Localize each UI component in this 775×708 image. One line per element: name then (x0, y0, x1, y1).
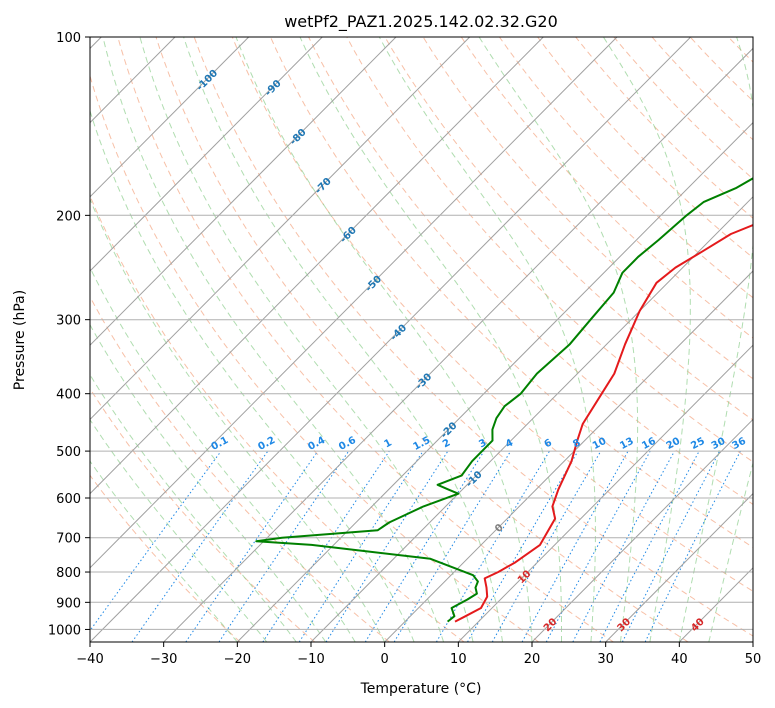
isotherm-line (90, 37, 544, 495)
dry-adiabat (90, 387, 316, 642)
mixing-ratio-line (393, 450, 512, 642)
y-tick-label: 300 (56, 314, 81, 329)
x-tick-label: −40 (76, 652, 103, 667)
mixing-ratio-label: 4 (504, 437, 515, 450)
isotherm-line (90, 37, 397, 346)
isotherm-line (236, 121, 753, 642)
dry-adiabat (767, 37, 775, 642)
isotherm-line (90, 37, 250, 198)
x-axis-title: Temperature (°C) (360, 681, 482, 697)
dry-adiabat (346, 37, 753, 463)
mixing-ratio-line (185, 450, 319, 642)
x-tick-label: 30 (597, 652, 614, 667)
axis-layer: −40 −30 −20 −10 0 10 20 30 40 50 100 200 300 400 500 60… (48, 31, 761, 667)
dry-adiabat (155, 37, 689, 642)
dry-adiabat (90, 295, 390, 642)
x-tick-label: 20 (524, 652, 541, 667)
mixing-ratio-line (90, 450, 222, 632)
mixing-ratio-line (325, 450, 449, 642)
x-tick-label: 0 (381, 652, 389, 667)
y-tick-label: 900 (56, 596, 81, 611)
y-tick-label: 100 (56, 31, 81, 46)
dry-adiabat (308, 37, 753, 505)
dry-adiabat (384, 37, 753, 421)
isotherm-line (90, 37, 323, 272)
moist-adiabat (90, 266, 356, 642)
mixing-ratio-line (644, 450, 741, 642)
isotherm-line (90, 37, 471, 421)
mixing-ratio-line (218, 450, 350, 642)
mixing-ratio-line (521, 450, 629, 642)
isotherm-line (310, 196, 753, 642)
mixing-ratio-line (545, 450, 651, 642)
y-tick-label: 400 (56, 388, 81, 403)
mixing-ratio-line (298, 450, 424, 642)
isotherm-line (605, 492, 753, 642)
moist-adiabat (90, 460, 238, 642)
moist-adiabat (299, 37, 562, 642)
moist-adiabat (90, 373, 297, 642)
isotherm-line (752, 641, 753, 642)
moist-adiabat (235, 37, 533, 642)
moist-adiabat (139, 37, 474, 642)
mixing-ratio-label: 6 (543, 437, 554, 450)
y-tick-label: 1000 (48, 623, 81, 638)
dry-adiabat (231, 37, 753, 592)
moist-adiabat (183, 37, 503, 642)
mixing-ratio-label: 2 (441, 437, 452, 450)
mixing-ratio-label: 8 (571, 437, 582, 450)
y-tick-label: 700 (56, 532, 81, 547)
moist-adiabat (708, 461, 753, 642)
dry-adiabat (117, 37, 614, 642)
x-tick-label: 10 (450, 652, 467, 667)
moist-adiabat (378, 37, 596, 642)
dewpoint-profile (255, 177, 753, 623)
moist-adiabat (602, 37, 691, 642)
x-tick-label: −30 (150, 652, 177, 667)
moist-adiabat (90, 418, 268, 642)
x-tick-label: 40 (671, 652, 688, 667)
moist-adiabat (102, 37, 445, 642)
plot-frame (89, 36, 754, 643)
y-tick-label: 500 (56, 445, 81, 460)
dry-adiabat (90, 474, 241, 642)
y-tick-label: 200 (56, 209, 81, 224)
y-tick-label: 600 (56, 492, 81, 507)
isotherm-line (90, 37, 618, 569)
mixing-ratio-line (262, 450, 390, 642)
dry-adiabat (422, 37, 753, 380)
plot-background (90, 37, 753, 642)
moist-adiabat (90, 197, 386, 642)
mixing-ratio-line (572, 450, 675, 642)
isotherm-line (384, 270, 753, 642)
mixing-ratio-line (621, 450, 721, 642)
isotherm-line (457, 344, 753, 642)
isotherm-line (531, 418, 753, 642)
series-layer (255, 177, 753, 623)
dry-adiabat (90, 74, 540, 642)
dry-adiabat (270, 37, 753, 549)
grid-layer (90, 37, 775, 642)
x-tick-label: −10 (297, 652, 324, 667)
y-tick-label: 800 (56, 566, 81, 581)
x-tick-label: −20 (224, 652, 251, 667)
chart-title: wetPf2_PAZ1.2025.142.02.32.G20 (284, 12, 558, 32)
mixing-ratio-label: 3 (477, 437, 488, 450)
x-tick-label: 50 (745, 652, 762, 667)
dry-adiabat (460, 37, 753, 339)
moist-adiabat (678, 37, 753, 642)
mixing-ratio-label: 1 (382, 437, 393, 450)
isotherm-line (90, 37, 692, 642)
y-axis-title: Pressure (hPa) (12, 290, 28, 390)
temperature-profile (454, 224, 753, 623)
dry-adiabat (90, 194, 465, 642)
moist-adiabat (90, 323, 327, 642)
